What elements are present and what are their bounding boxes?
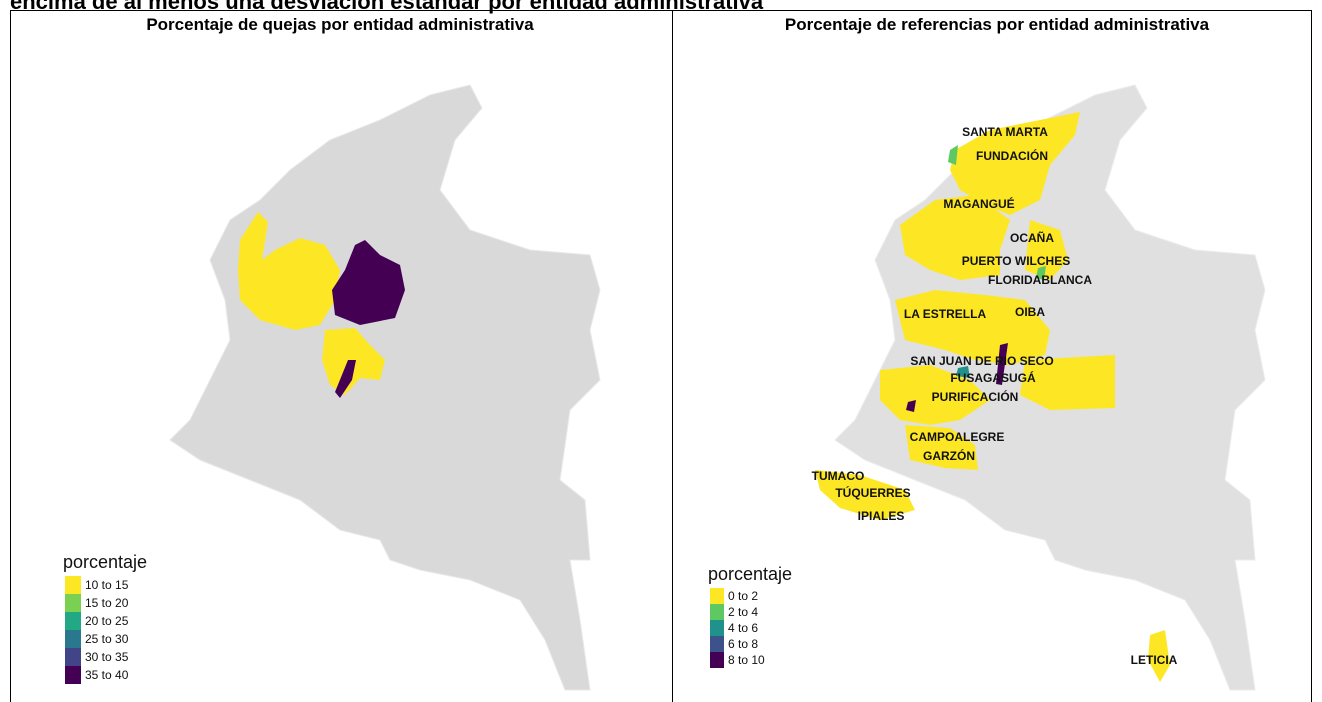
legend-swatch [710, 588, 724, 604]
place-label: OCAÑA [1010, 230, 1054, 245]
map [169, 84, 601, 691]
place-label: IPIALES [858, 509, 905, 523]
legend-swatch [65, 594, 81, 612]
legend-label: 35 to 40 [85, 668, 129, 682]
legend-label: 25 to 30 [85, 632, 129, 646]
figure-title: encima de al menos una desviación estánd… [10, 0, 764, 14]
legend-label: 20 to 25 [85, 614, 129, 628]
place-label: SAN JUAN DE RIO SECO [910, 354, 1053, 368]
place-label: LA ESTRELLA [904, 307, 987, 321]
legend-swatch [65, 666, 81, 684]
legend-label: 30 to 35 [85, 650, 129, 664]
place-label: PUERTO WILCHES [962, 254, 1070, 268]
place-label: SANTA MARTA [962, 125, 1048, 139]
map [815, 84, 1266, 691]
legend-title: porcentaje [708, 564, 792, 584]
place-label: FLORIDABLANCA [988, 273, 1092, 287]
place-label: PURIFICACIÓN [932, 389, 1019, 404]
legend-swatch [710, 636, 724, 652]
place-label: FUNDACIÓN [976, 148, 1048, 163]
panel-title: Porcentaje de referencias por entidad ad… [785, 15, 1210, 34]
legend-swatch [710, 604, 724, 620]
legend-swatch [65, 648, 81, 666]
legend-label: 2 to 4 [728, 605, 758, 619]
table-borders [10, 10, 1312, 702]
legend-title: porcentaje [63, 552, 147, 572]
legend-swatch [710, 620, 724, 636]
legend-swatch [65, 630, 81, 648]
legend-label: 4 to 6 [728, 621, 758, 635]
place-label: LETICIA [1131, 653, 1178, 667]
place-label: TUMACO [812, 469, 865, 483]
place-label: MAGANGUÉ [943, 196, 1014, 211]
legend-label: 0 to 2 [728, 589, 758, 603]
legend-swatch [65, 612, 81, 630]
place-label: OIBA [1015, 305, 1045, 319]
place-label: GARZÓN [923, 448, 975, 463]
place-label: FUSAGASUGÁ [950, 370, 1036, 385]
legend-label: 8 to 10 [728, 653, 765, 667]
panel-title: Porcentaje de quejas por entidad adminis… [146, 15, 534, 34]
place-label: TÚQUERRES [835, 485, 910, 500]
place-labels: SANTA MARTA FUNDACIÓN MAGANGUÉ OCAÑA PUERTO … [812, 125, 1178, 667]
legend-swatch [65, 576, 81, 594]
legend-label: 10 to 15 [85, 578, 129, 592]
legend-swatch [710, 652, 724, 668]
legends: porcentaje 10 to 15 15 to 20 20 to 25 25 to … [63, 552, 792, 684]
legend-label: 15 to 20 [85, 596, 129, 610]
legend-label: 6 to 8 [728, 637, 758, 651]
place-label: CAMPOALEGRE [910, 430, 1005, 444]
